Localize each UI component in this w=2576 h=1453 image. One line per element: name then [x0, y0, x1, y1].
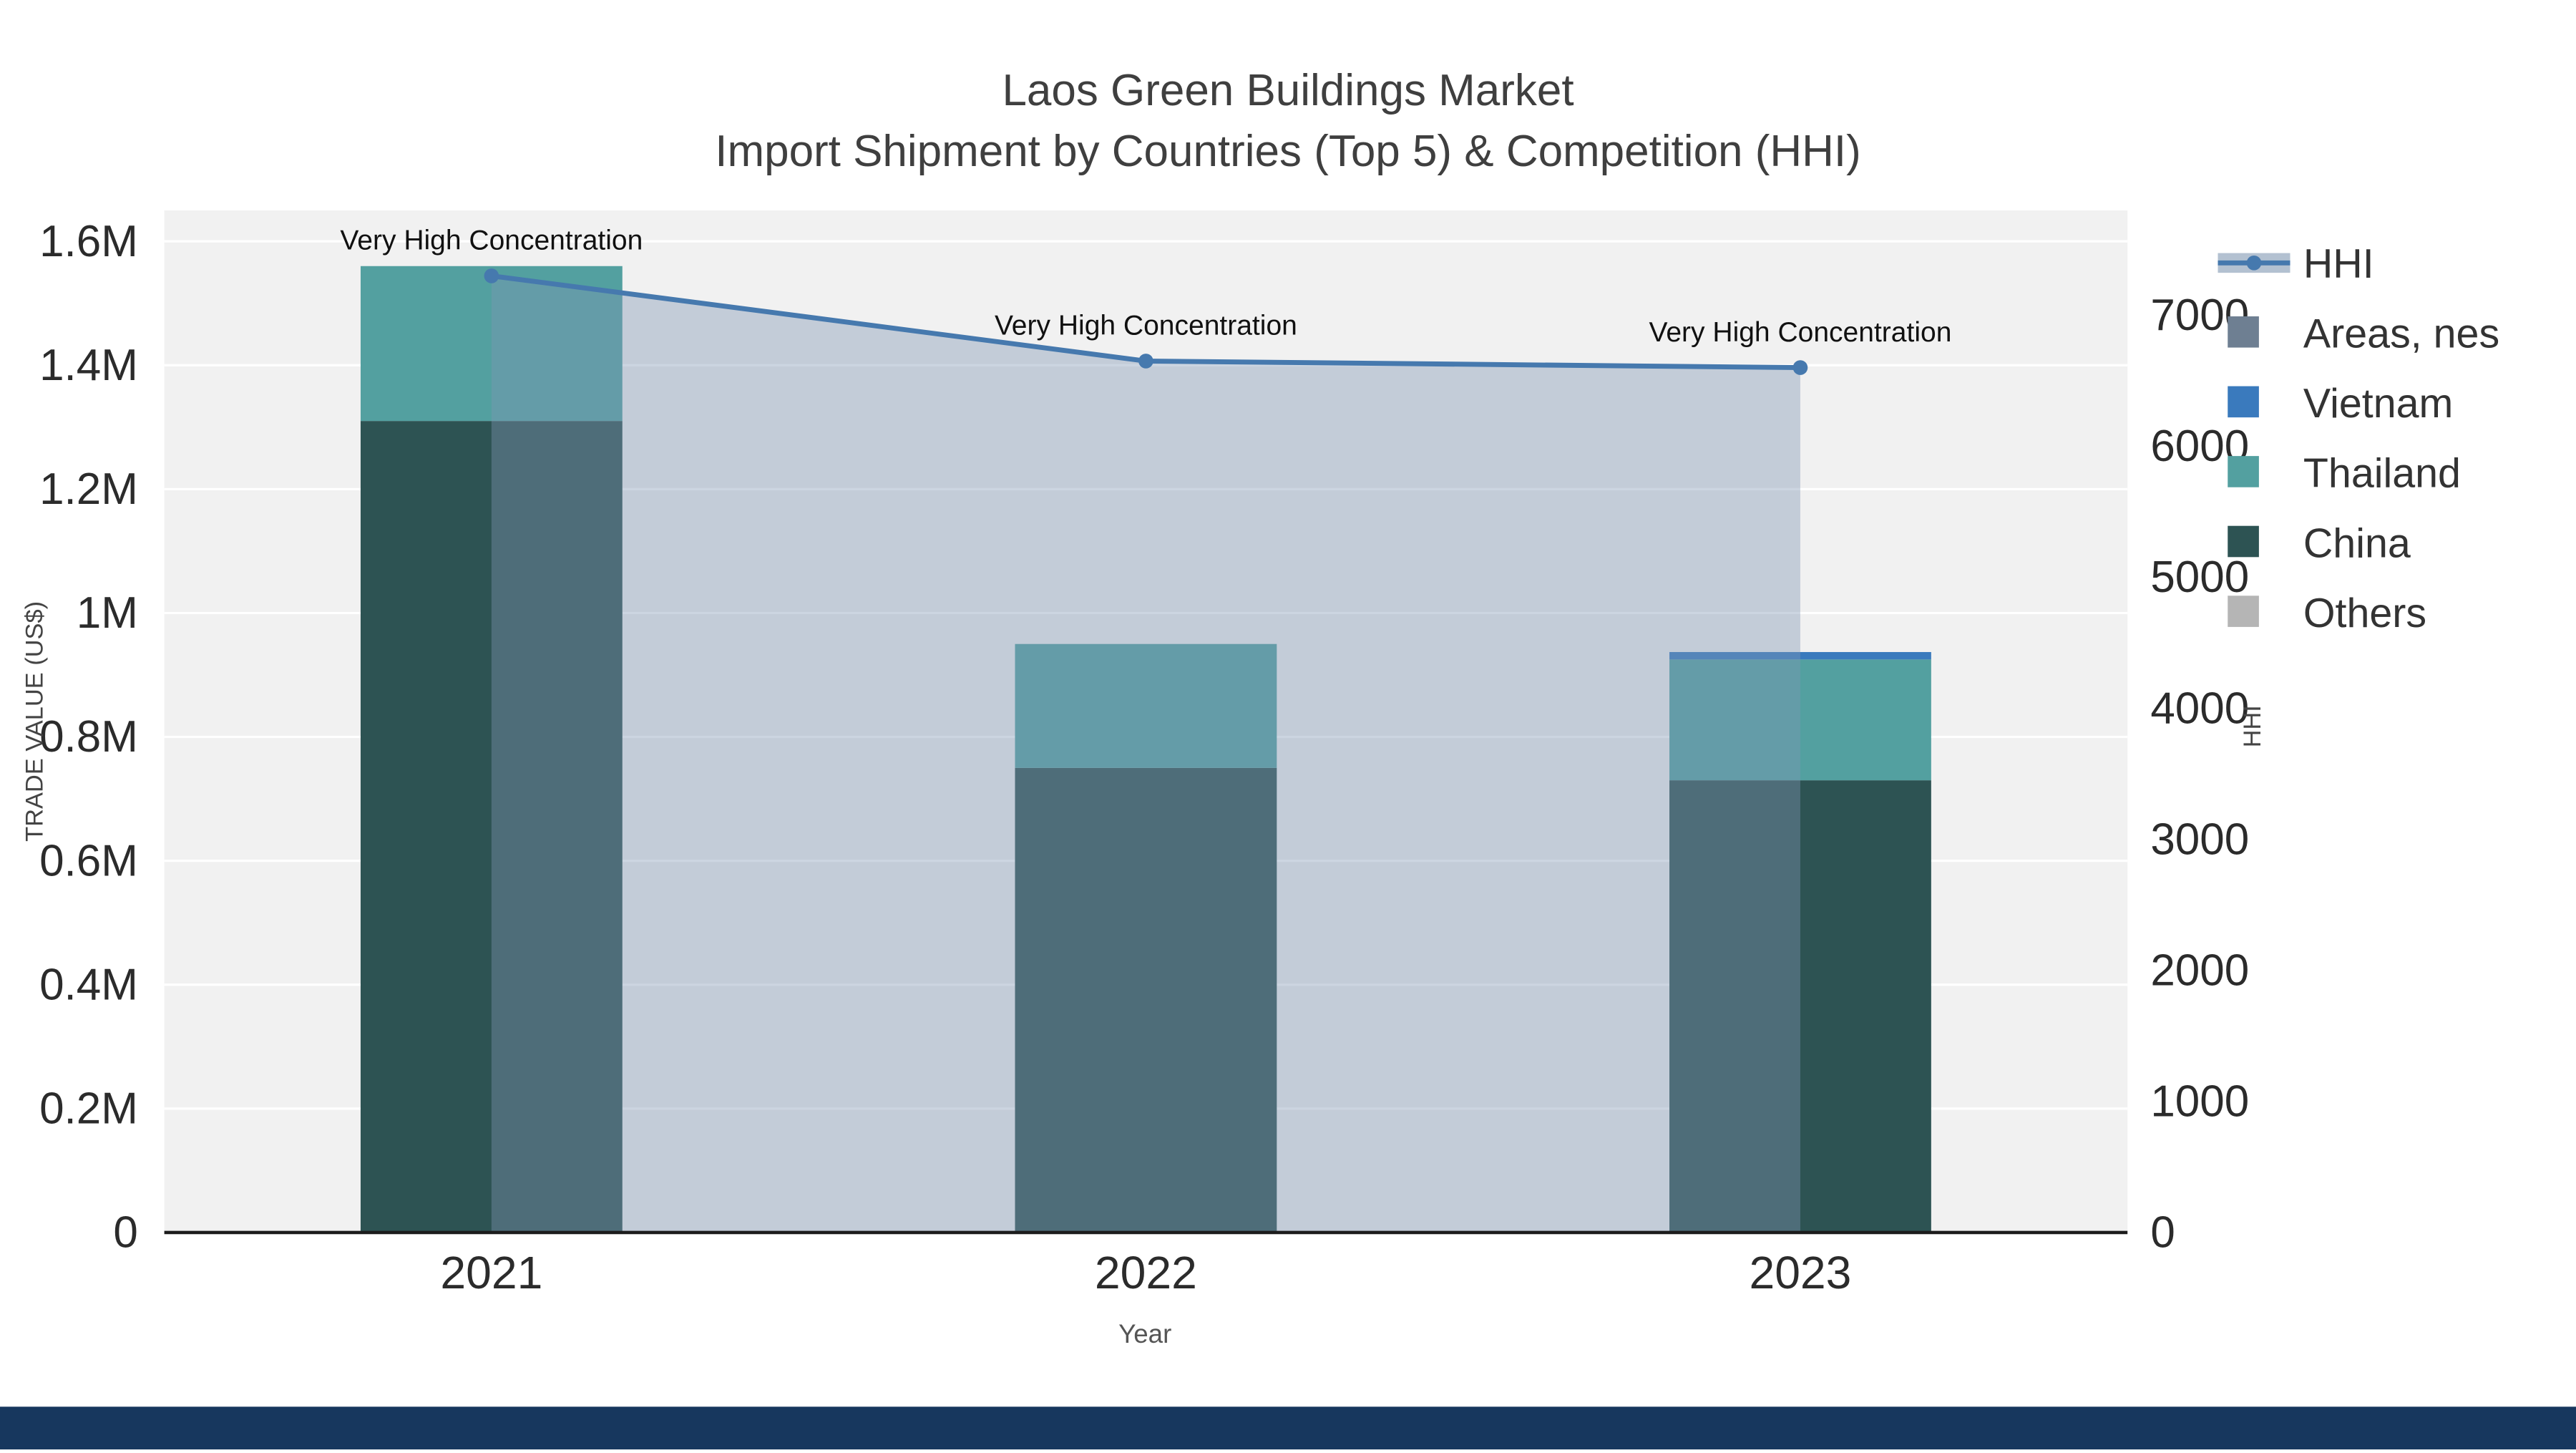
- legend-label-others: Others: [2303, 591, 2426, 636]
- annotations-layer: Very High Concentration Very High Concent…: [340, 225, 1951, 348]
- bar-segment-thailand-2021: [360, 266, 623, 422]
- y-right-tick-3000: 3000: [2150, 815, 2249, 864]
- hhi-marker-2021: [484, 268, 499, 283]
- legend-label-hhi: HHI: [2303, 241, 2374, 287]
- legend-swatch-areas-nes: [2228, 316, 2259, 348]
- legend-swatch-others: [2228, 596, 2259, 627]
- x-axis-title: Year: [1118, 1319, 1171, 1348]
- y-right-tick-5000: 5000: [2150, 553, 2249, 602]
- y-right-tick-4000: 4000: [2150, 684, 2249, 733]
- legend-swatch-thailand: [2228, 456, 2259, 487]
- annotation-2022: Very High Concentration: [995, 311, 1297, 341]
- y-left-tick-1-2m: 1.2M: [39, 465, 138, 514]
- y-left-tick-1-4m: 1.4M: [39, 341, 138, 390]
- legend-item-china[interactable]: China: [2228, 520, 2411, 566]
- x-tick-2021: 2021: [440, 1247, 542, 1298]
- axes-layer: 0 0.2M 0.4M 0.6M 0.8M 1M 1.2M 1.4M 1.6M 0 1000 2000…: [39, 217, 2249, 1298]
- y-left-tick-0: 0: [113, 1208, 137, 1258]
- hhi-line-layer: [484, 268, 1808, 375]
- y-left-tick-0-8m: 0.8M: [39, 712, 138, 762]
- y-left-tick-0-4m: 0.4M: [39, 960, 138, 1009]
- y-axis-title-right: HHI: [2239, 705, 2266, 747]
- legend-label-thailand: Thailand: [2303, 451, 2461, 497]
- y-left-tick-0-2m: 0.2M: [39, 1084, 138, 1134]
- y-left-tick-1-6m: 1.6M: [39, 217, 138, 266]
- bars-layer: [360, 266, 1931, 1233]
- footer-bar: [0, 1406, 2576, 1449]
- hhi-area-layer: [491, 276, 1800, 1233]
- legend-swatch-vietnam: [2228, 386, 2259, 418]
- y-right-tick-1000: 1000: [2150, 1077, 2249, 1127]
- legend-label-china: China: [2303, 520, 2411, 566]
- legend-item-thailand[interactable]: Thailand: [2228, 451, 2461, 497]
- legend-label-vietnam: Vietnam: [2303, 381, 2453, 427]
- bar-segment-thailand-2023: [1669, 659, 1931, 781]
- legend-item-vietnam[interactable]: Vietnam: [2228, 381, 2453, 427]
- y-right-tick-2000: 2000: [2150, 946, 2249, 995]
- hhi-marker-2022: [1138, 354, 1153, 369]
- legend-item-areas-nes[interactable]: Areas, nes: [2228, 311, 2499, 357]
- bar-segment-china-2023: [1669, 780, 1931, 1233]
- y-axis-title-left: TRADE VALUE (US$): [21, 601, 49, 842]
- hhi-marker-2023: [1792, 360, 1808, 375]
- bar-segment-china-2022: [1015, 767, 1277, 1233]
- chart-title: Laos Green Buildings Market: [1002, 66, 1574, 115]
- annotation-2023: Very High Concentration: [1649, 317, 1951, 348]
- hhi-area: [491, 276, 1800, 1233]
- legend: HHI Areas, nes Vietnam Thailand China Others: [2218, 241, 2499, 636]
- chart-subtitle: Import Shipment by Countries (Top 5) & C…: [715, 127, 1860, 176]
- x-tick-2023: 2023: [1749, 1247, 1851, 1298]
- y-left-tick-0-6m: 0.6M: [39, 836, 138, 885]
- legend-item-others[interactable]: Others: [2228, 591, 2426, 636]
- legend-item-hhi[interactable]: HHI: [2218, 241, 2374, 287]
- legend-swatch-china: [2228, 525, 2259, 558]
- legend-hhi-marker-swatch: [2246, 256, 2262, 271]
- y-left-tick-1m: 1M: [77, 588, 138, 638]
- legend-label-areas-nes: Areas, nes: [2303, 311, 2499, 357]
- x-tick-2022: 2022: [1095, 1247, 1197, 1298]
- bar-segment-vietnam-2023: [1669, 651, 1931, 660]
- y-right-tick-0: 0: [2150, 1208, 2175, 1258]
- bar-segment-thailand-2022: [1015, 643, 1277, 768]
- bar-segment-china-2021: [360, 421, 623, 1233]
- annotation-2021: Very High Concentration: [340, 225, 643, 256]
